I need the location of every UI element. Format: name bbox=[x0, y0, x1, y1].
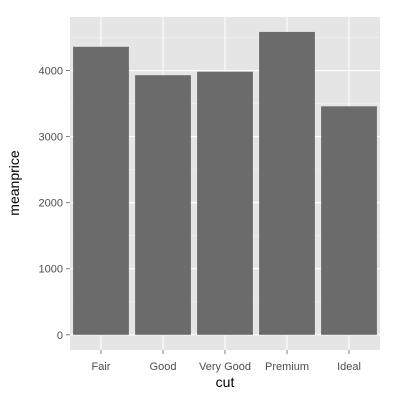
x-tick-label: Ideal bbox=[337, 361, 361, 373]
bar-premium bbox=[259, 31, 315, 335]
y-tick-label: 4000 bbox=[39, 66, 63, 78]
x-tick-label: Good bbox=[150, 361, 177, 373]
y-axis: 0 1000 2000 3000 4000 bbox=[39, 66, 70, 342]
x-tick-label: Fair bbox=[92, 361, 111, 373]
y-tick-label: 3000 bbox=[39, 132, 63, 144]
y-tick-label: 0 bbox=[57, 330, 63, 342]
bars bbox=[73, 31, 377, 335]
y-tick-label: 2000 bbox=[39, 198, 63, 210]
bar-very-good bbox=[197, 71, 253, 335]
x-tick-label: Very Good bbox=[199, 361, 251, 373]
x-axis: Fair Good Very Good Premium Ideal bbox=[92, 350, 361, 373]
bar-fair bbox=[73, 46, 129, 335]
x-tick-label: Premium bbox=[265, 361, 309, 373]
x-axis-title: cut bbox=[216, 374, 235, 390]
y-tick-label: 1000 bbox=[39, 264, 63, 276]
y-axis-title: meanprice bbox=[6, 150, 22, 216]
bar-ideal bbox=[321, 106, 377, 335]
bar-good bbox=[135, 75, 191, 335]
